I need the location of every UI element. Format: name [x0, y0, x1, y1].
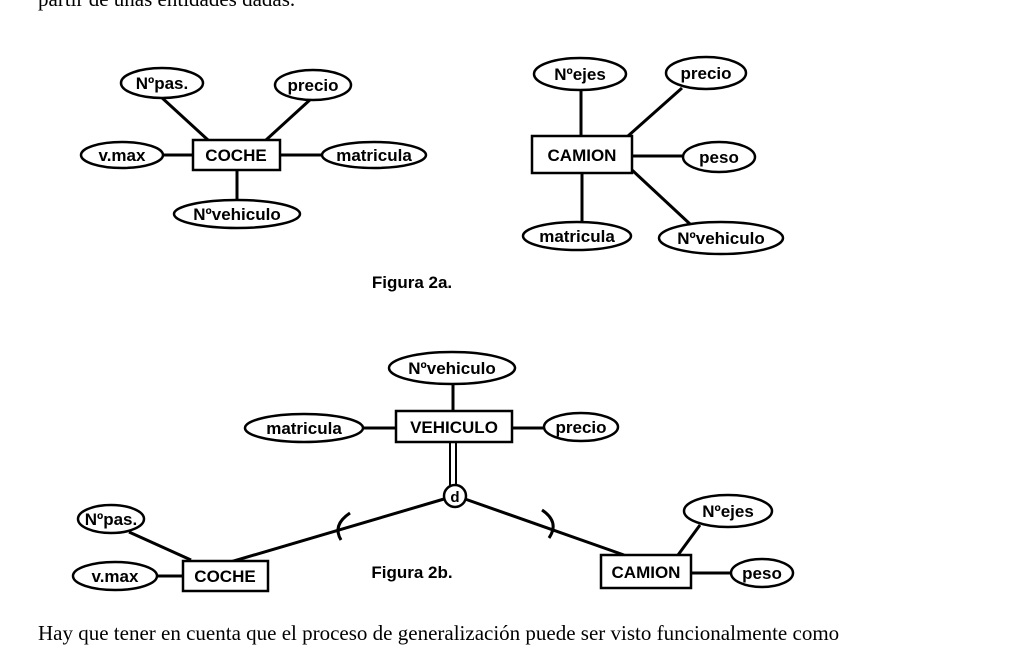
attr-npas-2a [119, 66, 205, 100]
paragraph-bottom: Hay que tener en cuenta que el proceso d… [38, 621, 840, 645]
label-entity-vehiculo-2b: VEHICULO [410, 418, 498, 437]
attr-matricula-coche-2a [320, 140, 428, 170]
label-attr-nvehiculo-camion-2a: Nºvehiculo [677, 229, 764, 248]
caption-figura-2a: Figura 2a. [372, 273, 452, 292]
label-attr-matricula-coche-2a: matricula [336, 146, 412, 165]
entity-camion-2a [530, 134, 634, 175]
paragraph-top: partir de unas entidades dadas. [38, 0, 295, 12]
label-attr-nejes-2a: Nºejes [554, 65, 606, 84]
label-attr-precio-camion-2a: precio [680, 64, 731, 83]
attr-precio-camion-2a [664, 55, 748, 91]
label-attr-nvehiculo-coche-2a: Nºvehiculo [193, 205, 280, 224]
label-entity-coche-2a: COCHE [205, 146, 266, 165]
caption-figura-2b: Figura 2b. [371, 563, 452, 582]
entity-camion-2b [599, 553, 693, 590]
attr-nvehiculo-2b [387, 350, 517, 386]
label-attr-matricula-camion-2a: matricula [539, 227, 615, 246]
label-attr-npas-2a: Nºpas. [136, 74, 189, 93]
label-attr-nejes-2b: Nºejes [702, 502, 754, 521]
attr-vmax-2a [79, 140, 165, 170]
label-attr-vmax-2a: v.max [99, 146, 146, 165]
attr-vmax-2b [71, 560, 159, 592]
attr-matricula-2b [243, 412, 365, 444]
label-attr-nvehiculo-2b: Nºvehiculo [408, 359, 495, 378]
attr-matricula-camion-2a [521, 220, 633, 252]
attr-nejes-2b [682, 493, 774, 529]
attr-npas-2b [76, 503, 146, 535]
label-attr-precio-coche-2a: precio [287, 76, 338, 95]
label-attr-matricula-2b: matricula [266, 419, 342, 438]
label-attr-precio-2b: precio [555, 418, 606, 437]
entity-vehiculo-2b [394, 409, 514, 444]
label-attr-vmax-2b: v.max [92, 567, 139, 586]
attr-peso-2b [729, 557, 795, 589]
label-entity-camion-2a: CAMION [548, 146, 617, 165]
attr-nvehiculo-camion-2a [657, 220, 785, 256]
entity-coche-2a [191, 138, 282, 172]
attr-precio-coche-2a [273, 68, 353, 102]
label-entity-camion-2b: CAMION [612, 563, 681, 582]
label-attr-peso-2a: peso [699, 148, 739, 167]
label-entity-coche-2b: COCHE [194, 567, 255, 586]
disjoint-circle [442, 483, 468, 509]
label-attr-npas-2b: Nºpas. [85, 510, 138, 529]
attr-peso-2a [681, 140, 757, 174]
attr-precio-2b [542, 411, 620, 443]
attr-nejes-2a [532, 56, 628, 92]
attr-nvehiculo-coche-2a [172, 198, 302, 230]
label-disjoint: d [450, 489, 459, 506]
label-attr-peso-2b: peso [742, 564, 782, 583]
entity-coche-2b [181, 559, 270, 593]
